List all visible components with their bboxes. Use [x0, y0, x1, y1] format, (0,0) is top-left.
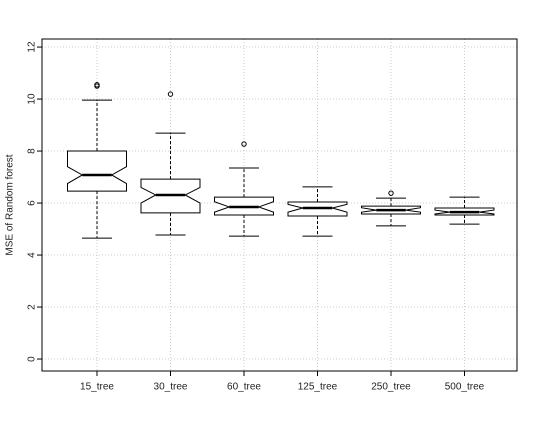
x-tick-label: 60_tree	[227, 382, 261, 393]
x-tick-label: 500_tree	[445, 382, 485, 393]
y-tick-label: 2	[27, 304, 38, 310]
box	[67, 150, 127, 192]
y-tick-label: 4	[27, 252, 38, 258]
y-tick-label: 12	[27, 41, 38, 53]
y-tick-label: 0	[27, 356, 38, 362]
x-tick-label: 15_tree	[80, 382, 114, 393]
outlier	[94, 82, 100, 88]
x-tick-label: 250_tree	[371, 382, 411, 393]
plot-frame	[41, 38, 518, 372]
y-axis-label: MSE of Random forest	[5, 154, 16, 255]
y-tick-label: 6	[27, 200, 38, 206]
y-tick-label: 8	[27, 148, 38, 154]
outlier	[388, 190, 394, 196]
x-tick-label: 30_tree	[154, 382, 188, 393]
y-tick-label: 10	[27, 93, 38, 105]
x-tick-label: 125_tree	[298, 382, 338, 393]
outlier	[241, 141, 247, 147]
outlier	[167, 91, 174, 97]
